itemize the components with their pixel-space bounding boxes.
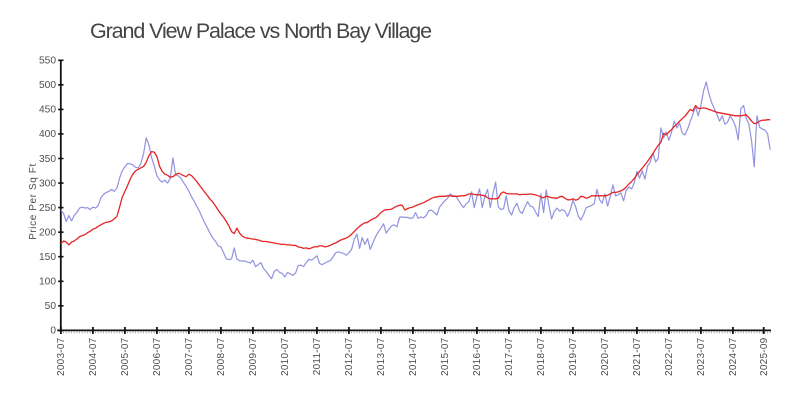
svg-text:2024-07: 2024-07 [728, 337, 739, 376]
svg-text:200: 200 [39, 227, 56, 238]
svg-text:Price Per Sq Ft: Price Per Sq Ft [28, 163, 39, 240]
svg-text:0: 0 [50, 326, 56, 337]
svg-text:2003-07: 2003-07 [56, 337, 67, 376]
svg-text:300: 300 [39, 178, 56, 189]
svg-text:450: 450 [39, 105, 56, 116]
svg-text:100: 100 [39, 277, 56, 288]
svg-text:2019-07: 2019-07 [568, 337, 579, 376]
svg-text:2020-07: 2020-07 [600, 337, 611, 376]
svg-text:150: 150 [39, 252, 56, 263]
svg-text:2004-07: 2004-07 [88, 337, 99, 376]
svg-text:2009-07: 2009-07 [248, 337, 259, 376]
svg-text:2015-07: 2015-07 [440, 337, 451, 376]
svg-text:2005-07: 2005-07 [120, 337, 131, 376]
svg-text:2014-07: 2014-07 [408, 337, 419, 376]
svg-text:2010-07: 2010-07 [280, 337, 291, 376]
svg-text:2006-07: 2006-07 [152, 337, 163, 376]
svg-text:2012-07: 2012-07 [344, 337, 355, 376]
svg-text:500: 500 [39, 80, 56, 91]
svg-text:2021-07: 2021-07 [632, 337, 643, 376]
svg-text:350: 350 [39, 154, 56, 165]
svg-text:2022-07: 2022-07 [664, 337, 675, 376]
svg-text:2011-07: 2011-07 [312, 337, 323, 375]
svg-text:50: 50 [45, 301, 57, 312]
svg-text:Grand View Palace vs North Bay: Grand View Palace vs North Bay Village [90, 19, 431, 43]
svg-text:2016-07: 2016-07 [472, 337, 483, 376]
svg-text:2007-07: 2007-07 [184, 337, 195, 376]
svg-text:2018-07: 2018-07 [536, 337, 547, 376]
svg-text:2025-09: 2025-09 [759, 337, 770, 376]
svg-text:2023-07: 2023-07 [696, 337, 707, 376]
svg-text:2017-07: 2017-07 [504, 337, 515, 376]
svg-text:2013-07: 2013-07 [376, 337, 387, 376]
svg-text:250: 250 [39, 203, 56, 214]
svg-text:550: 550 [39, 56, 56, 67]
svg-text:400: 400 [39, 129, 56, 140]
svg-text:2008-07: 2008-07 [216, 337, 227, 376]
